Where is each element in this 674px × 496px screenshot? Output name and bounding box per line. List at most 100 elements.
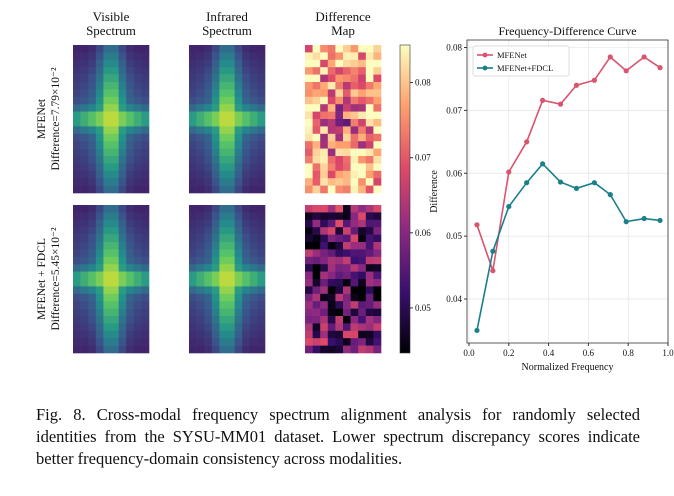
heatmap-cell bbox=[111, 148, 119, 157]
heatmap-cell bbox=[249, 67, 258, 75]
heatmap-cell bbox=[234, 264, 243, 272]
heatmap-cell bbox=[365, 242, 374, 250]
heatmap-cell bbox=[227, 170, 235, 179]
heatmap-cell bbox=[118, 74, 127, 83]
heatmap-cell bbox=[111, 126, 119, 135]
heatmap-cell bbox=[343, 205, 351, 213]
heatmap-cell bbox=[350, 67, 359, 75]
heatmap-cell bbox=[305, 59, 313, 68]
heatmap-cell bbox=[249, 141, 258, 149]
heatmap-cell bbox=[80, 271, 89, 280]
heatmap-cell bbox=[211, 111, 220, 120]
heatmap-cell bbox=[111, 163, 119, 172]
heatmap-cell bbox=[312, 170, 321, 179]
heatmap-cell bbox=[350, 119, 359, 127]
heatmap-cell bbox=[196, 205, 205, 213]
heatmap-cell bbox=[211, 163, 220, 172]
heatmap-cell bbox=[312, 249, 321, 258]
heatmap-cell bbox=[358, 271, 367, 280]
heatmap-cell bbox=[365, 330, 374, 339]
heatmap-cell bbox=[358, 185, 367, 194]
heatmap-cell bbox=[80, 141, 89, 149]
heatmap-cell bbox=[249, 271, 258, 280]
heatmap-cell bbox=[227, 89, 235, 98]
heatmap-cell bbox=[73, 212, 81, 221]
heatmap-cell bbox=[343, 212, 351, 221]
heatmap-cell bbox=[327, 308, 336, 317]
heatmap-cell bbox=[343, 227, 351, 235]
heatmap-cell bbox=[305, 133, 313, 142]
heatmap-cell bbox=[73, 286, 81, 295]
x-tick-label: 0.6 bbox=[583, 348, 595, 358]
heatmap-cell bbox=[242, 156, 251, 164]
heatmap-cell bbox=[189, 338, 197, 346]
heatmap-cell bbox=[320, 330, 329, 339]
heatmap-cell bbox=[103, 170, 112, 179]
heatmap-cell bbox=[111, 219, 119, 228]
heatmap-cell bbox=[88, 345, 97, 354]
heatmap-cell bbox=[189, 316, 197, 324]
heatmap-cell bbox=[365, 301, 374, 309]
heatmap-cell bbox=[133, 185, 142, 194]
heatmap-cell bbox=[88, 308, 97, 317]
heatmap-cell bbox=[111, 293, 119, 302]
heatmap-cell bbox=[111, 67, 119, 75]
heatmap-cell bbox=[305, 256, 313, 265]
heatmap-cell bbox=[365, 308, 374, 317]
heatmap-cell bbox=[365, 163, 374, 172]
heatmap-cell bbox=[227, 227, 235, 235]
heatmap-cell bbox=[73, 148, 81, 157]
heatmap-cell bbox=[103, 111, 112, 120]
heatmap-cell bbox=[118, 52, 127, 61]
heatmap-cell bbox=[242, 163, 251, 172]
heatmap-cell bbox=[204, 45, 213, 53]
heatmap-cell bbox=[320, 178, 329, 186]
heatmap-cell bbox=[305, 264, 313, 272]
heatmap-cell bbox=[80, 227, 89, 235]
heatmap-cell bbox=[211, 330, 220, 339]
heatmap-cell bbox=[88, 293, 97, 302]
heatmap-cell bbox=[118, 205, 127, 213]
heatmap-cell bbox=[118, 82, 127, 90]
heatmap-cell bbox=[373, 45, 382, 53]
heatmap-cell bbox=[189, 148, 197, 157]
heatmap-cell bbox=[365, 133, 374, 142]
heatmap-cell bbox=[73, 89, 81, 98]
heatmap-cell bbox=[141, 52, 150, 61]
heatmap-cell bbox=[350, 163, 359, 172]
heatmap-cell bbox=[343, 323, 351, 332]
heatmap-cell bbox=[88, 323, 97, 332]
heatmap-cell bbox=[257, 301, 266, 309]
heatmap-cell bbox=[80, 148, 89, 157]
heatmap-cell bbox=[358, 293, 367, 302]
heatmap-cell bbox=[358, 170, 367, 179]
heatmap-cell bbox=[211, 178, 220, 186]
heatmap-cell bbox=[249, 249, 258, 258]
heatmap-cell bbox=[126, 185, 135, 194]
heatmap-cell bbox=[350, 185, 359, 194]
heatmap-cell bbox=[204, 82, 213, 90]
heatmap-cell bbox=[189, 163, 197, 172]
heatmap-cell bbox=[111, 89, 119, 98]
heatmap-cell bbox=[204, 234, 213, 243]
heatmap-cell bbox=[343, 104, 351, 112]
heatmap-cell bbox=[358, 212, 367, 221]
heatmap-cell bbox=[358, 96, 367, 105]
heatmap-cell bbox=[373, 345, 382, 354]
heatmap-cell bbox=[320, 279, 329, 287]
heatmap-cell bbox=[350, 242, 359, 250]
heatmap-cell bbox=[327, 126, 336, 135]
heatmap-cell bbox=[88, 264, 97, 272]
heatmap-cell bbox=[312, 234, 321, 243]
heatmap-cell bbox=[196, 74, 205, 83]
heatmap-cell bbox=[242, 212, 251, 221]
heatmap-cell bbox=[257, 293, 266, 302]
heatmap-cell bbox=[95, 330, 104, 339]
heatmap-cell bbox=[365, 170, 374, 179]
heatmap-cell bbox=[111, 119, 119, 127]
heatmap-cell bbox=[211, 96, 220, 105]
heatmap-cell bbox=[358, 316, 367, 324]
heatmap-cell bbox=[126, 234, 135, 243]
heatmap-cell bbox=[111, 286, 119, 295]
heatmap-cell bbox=[327, 293, 336, 302]
